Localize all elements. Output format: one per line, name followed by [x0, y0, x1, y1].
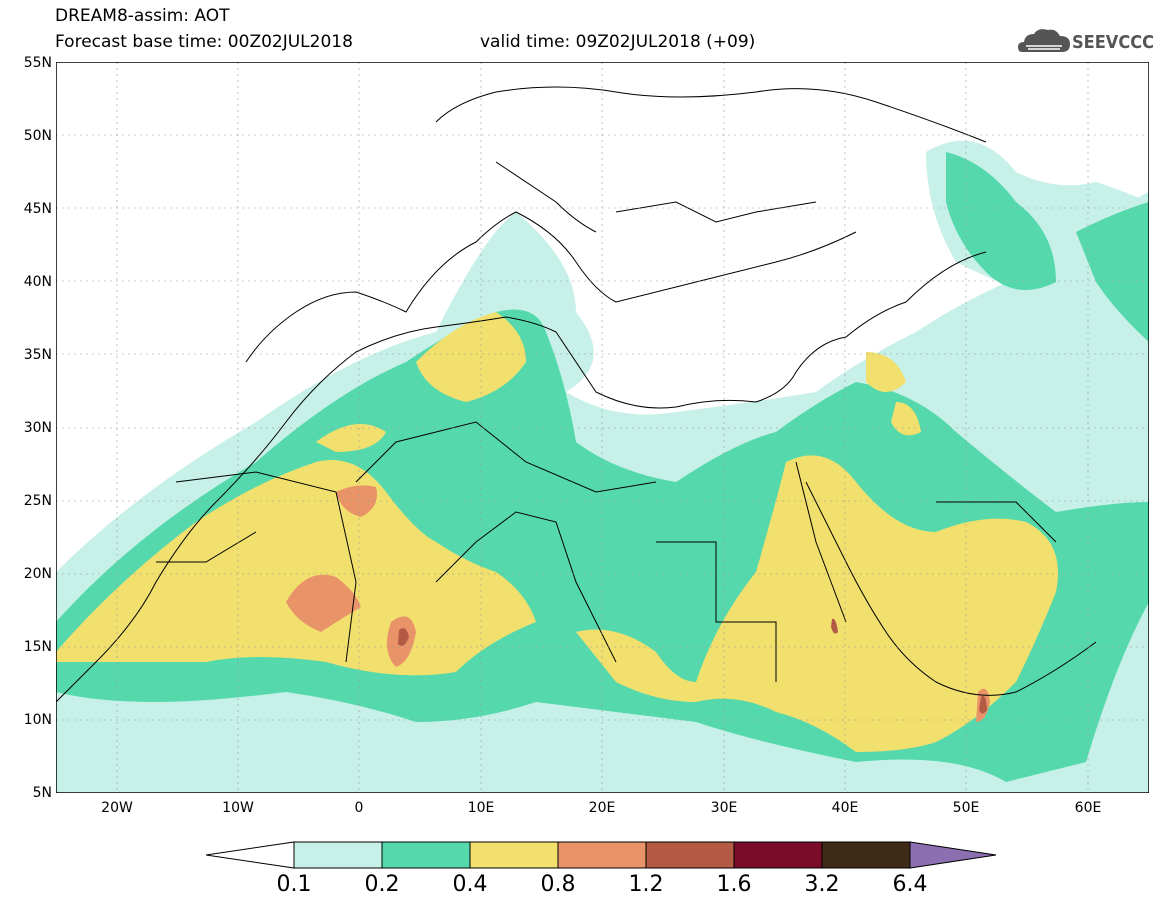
lat-label: 25N	[23, 493, 52, 509]
colorbar-segment	[821, 841, 911, 869]
lat-label: 15N	[23, 639, 52, 655]
lon-label: 60E	[1074, 800, 1102, 816]
lat-label: 55N	[23, 55, 52, 71]
lat-label: 20N	[23, 566, 52, 582]
cloud-logo-icon	[1018, 29, 1070, 52]
valid-time: valid time: 09Z02JUL2018 (+09)	[480, 32, 756, 52]
colorbar	[206, 841, 997, 869]
colorbar-label: 0.4	[452, 872, 488, 897]
lat-label: 40N	[23, 274, 52, 290]
lat-label: 50N	[23, 128, 52, 144]
colorbar-label: 6.4	[892, 872, 928, 897]
lon-label: 10W	[222, 800, 254, 816]
lon-label: 30E	[710, 800, 738, 816]
lat-label: 10N	[23, 712, 52, 728]
lon-label: 10E	[467, 800, 495, 816]
aot-map	[56, 62, 1149, 793]
title: DREAM8-assim: AOT	[55, 6, 230, 26]
colorbar-segment	[733, 841, 823, 869]
colorbar-label: 0.2	[364, 872, 400, 897]
logo-text: SEEVCCC	[1072, 32, 1154, 53]
colorbar-label: 1.6	[716, 872, 752, 897]
grid-lines	[56, 62, 1149, 793]
colorbar-arrow-high	[909, 841, 997, 869]
contour-0.4	[56, 460, 536, 676]
colorbar-label: 0.1	[276, 872, 312, 897]
aot-contours	[56, 140, 1149, 793]
colorbar-label: 0.8	[540, 872, 576, 897]
lat-label: 45N	[23, 201, 52, 217]
colorbar-segment	[645, 841, 735, 869]
lon-label: 40E	[831, 800, 859, 816]
lat-label: 35N	[23, 347, 52, 363]
lon-label: 20E	[588, 800, 616, 816]
forecast-base-time: Forecast base time: 00Z02JUL2018	[55, 32, 353, 52]
lat-label: 5N	[32, 785, 52, 801]
contour-1.2	[398, 628, 409, 646]
colorbar-arrow-low	[206, 841, 295, 869]
colorbar-label: 3.2	[804, 872, 840, 897]
lon-label: 50E	[952, 800, 980, 816]
colorbar-segment	[293, 841, 383, 869]
coastlines-borders	[56, 86, 1097, 703]
lon-label: 20W	[101, 800, 133, 816]
colorbar-segment	[469, 841, 559, 869]
lat-label: 30N	[23, 420, 52, 436]
colorbar-label: 1.2	[628, 872, 664, 897]
lon-label: 0	[354, 800, 364, 816]
colorbar-segment	[557, 841, 647, 869]
colorbar-segment	[381, 841, 471, 869]
